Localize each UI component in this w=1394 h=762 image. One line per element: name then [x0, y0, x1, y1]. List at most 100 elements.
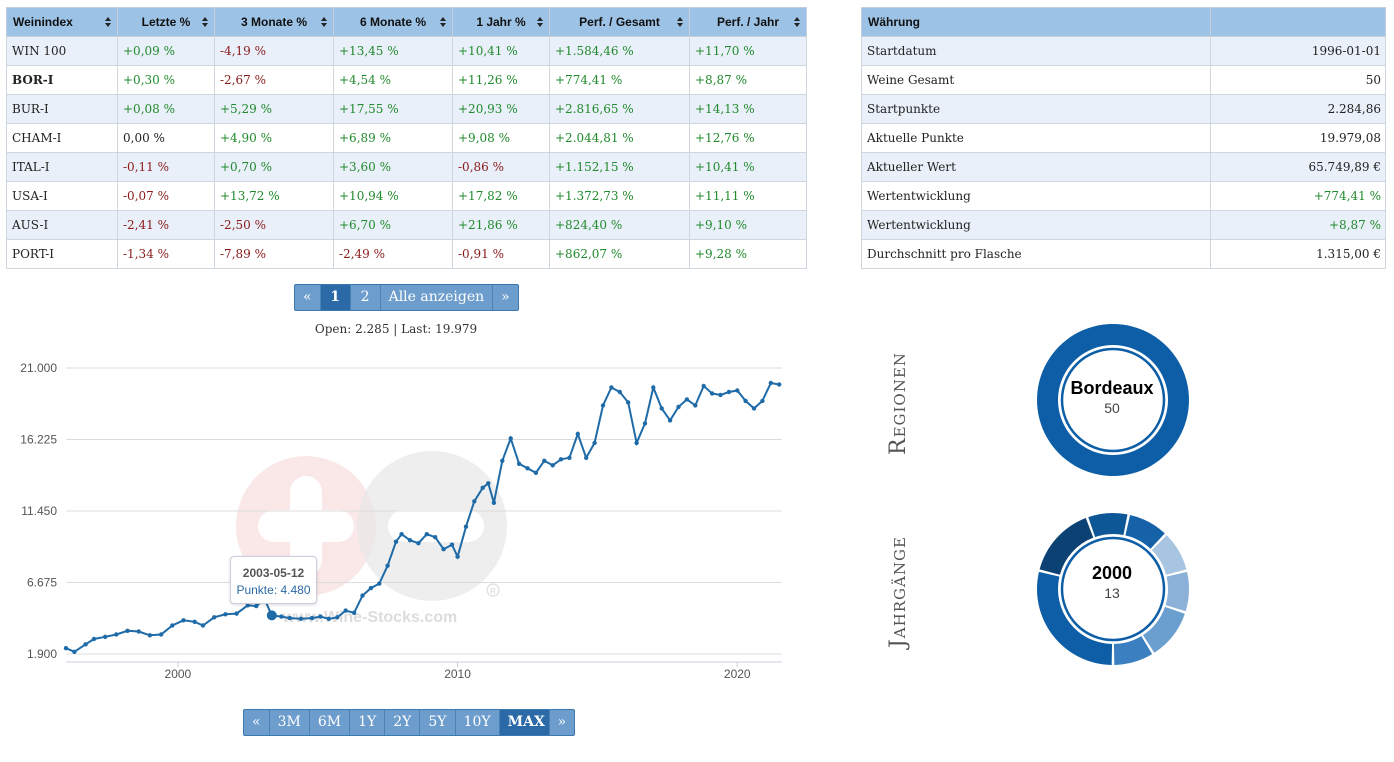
data-point[interactable]: [103, 634, 108, 639]
data-point[interactable]: [192, 619, 197, 624]
data-point[interactable]: [449, 542, 455, 547]
pager-page-1[interactable]: 1: [320, 285, 351, 310]
data-point[interactable]: [147, 633, 153, 638]
data-point[interactable]: [114, 632, 119, 637]
column-header[interactable]: 1 Jahr %: [452, 7, 550, 37]
index-name[interactable]: BUR-I: [6, 94, 118, 124]
table-row[interactable]: WIN 100 +0,09 % -4,19 % +13,45 % +10,41 % +1.…: [6, 36, 807, 66]
data-point[interactable]: [558, 457, 564, 462]
data-point[interactable]: [399, 532, 404, 537]
data-point[interactable]: [279, 614, 284, 619]
index-name[interactable]: BOR-I: [6, 65, 118, 95]
column-header[interactable]: 3 Monate %: [214, 7, 334, 37]
data-point[interactable]: [542, 458, 547, 463]
data-point[interactable]: [309, 615, 315, 621]
data-point[interactable]: [701, 383, 706, 389]
data-point[interactable]: [584, 455, 589, 460]
data-point[interactable]: [377, 581, 382, 586]
data-point[interactable]: [575, 431, 580, 437]
data-point[interactable]: [626, 400, 631, 405]
column-header[interactable]: Perf. / Gesamt: [549, 7, 690, 37]
pager-next[interactable]: »: [501, 289, 510, 305]
data-point[interactable]: [158, 632, 164, 637]
vintages-donut[interactable]: [1035, 511, 1191, 667]
index-name[interactable]: PORT-I: [6, 239, 118, 269]
index-name[interactable]: WIN 100: [6, 36, 118, 66]
data-point[interactable]: [600, 403, 606, 408]
data-point[interactable]: [525, 466, 530, 471]
data-point[interactable]: [486, 481, 491, 486]
data-point[interactable]: [181, 618, 186, 623]
column-header[interactable]: Weinindex: [6, 7, 118, 37]
data-point[interactable]: [751, 406, 757, 411]
data-point[interactable]: [634, 440, 639, 446]
data-point[interactable]: [491, 500, 497, 505]
vintages-segment[interactable]: [1113, 636, 1153, 665]
data-point[interactable]: [592, 440, 597, 446]
data-point[interactable]: [254, 603, 259, 609]
data-point[interactable]: [743, 398, 748, 404]
column-header[interactable]: Letzte %: [117, 7, 215, 37]
data-point[interactable]: [83, 642, 88, 647]
table-row[interactable]: PORT-I -1,34 % -7,89 % -2,49 % -0,91 % +862,0…: [6, 239, 807, 269]
range-3m[interactable]: 3M: [270, 710, 310, 735]
data-point[interactable]: [234, 611, 239, 616]
data-point[interactable]: [667, 418, 673, 423]
index-name[interactable]: USA-I: [6, 181, 118, 211]
data-point[interactable]: [617, 389, 622, 395]
data-point[interactable]: [659, 406, 664, 411]
vintages-segment[interactable]: [1039, 518, 1094, 575]
data-point[interactable]: [455, 554, 460, 559]
data-point[interactable]: [200, 623, 206, 628]
pager-prev[interactable]: «: [295, 285, 321, 310]
table-row[interactable]: BOR-I +0,30 % -2,67 % +4,54 % +11,26 % +774,4…: [6, 65, 807, 95]
data-point[interactable]: [360, 593, 365, 598]
table-row[interactable]: BUR-I +0,08 % +5,29 % +17,55 % +20,93 % +2.81…: [6, 94, 807, 124]
table-row[interactable]: AUS-I -2,41 % -2,50 % +6,70 % +21,86 % +824,4…: [6, 210, 807, 240]
range-5y[interactable]: 5Y: [420, 710, 456, 735]
data-point[interactable]: [136, 629, 141, 634]
pager-page-2[interactable]: 2: [351, 285, 381, 310]
data-point[interactable]: [287, 615, 292, 621]
data-point[interactable]: [709, 391, 715, 396]
pager-show-all[interactable]: Alle anzeigen: [381, 285, 494, 310]
data-point[interactable]: [72, 649, 77, 654]
data-point[interactable]: [223, 612, 228, 617]
performance-chart[interactable]: R www.Wine-Stocks.com 21.000 16.225 11.450…: [0, 350, 800, 690]
data-point[interactable]: [735, 388, 740, 393]
data-point[interactable]: [393, 539, 399, 544]
data-point[interactable]: [298, 616, 304, 621]
vintages-segment[interactable]: [1125, 514, 1165, 549]
data-point[interactable]: [424, 532, 429, 537]
data-point[interactable]: [609, 385, 614, 390]
data-point[interactable]: [693, 403, 698, 408]
data-point[interactable]: [433, 535, 438, 540]
data-point[interactable]: [768, 380, 773, 386]
table-row[interactable]: CHAM-I 0,00 % +4,90 % +6,89 % +9,08 % +2.044,…: [6, 123, 807, 153]
data-point[interactable]: [212, 615, 217, 620]
index-name[interactable]: CHAM-I: [6, 123, 118, 153]
table-row[interactable]: ITAL-I -0,11 % +0,70 % +3,60 % -0,86 % +1.152…: [6, 152, 807, 182]
data-point[interactable]: [533, 470, 539, 475]
range-prev[interactable]: «: [244, 710, 270, 735]
data-point[interactable]: [567, 455, 572, 460]
data-point[interactable]: [508, 436, 513, 441]
range-6m[interactable]: 6M: [310, 710, 351, 735]
range-1y[interactable]: 1Y: [350, 710, 386, 735]
vintages-segment[interactable]: [1165, 571, 1189, 612]
data-point[interactable]: [335, 615, 340, 620]
data-point[interactable]: [91, 636, 97, 642]
highlighted-point[interactable]: [266, 610, 277, 621]
vintages-segment[interactable]: [1151, 535, 1187, 575]
data-point[interactable]: [318, 614, 323, 619]
column-header[interactable]: Perf. / Jahr: [689, 7, 807, 37]
data-point[interactable]: [170, 623, 175, 628]
range-next[interactable]: »: [557, 714, 567, 730]
data-point[interactable]: [676, 404, 681, 410]
data-point[interactable]: [651, 385, 656, 390]
data-point[interactable]: [245, 603, 250, 608]
data-point[interactable]: [463, 524, 469, 529]
data-point[interactable]: [385, 563, 390, 568]
index-name[interactable]: AUS-I: [6, 210, 118, 240]
table-row[interactable]: USA-I -0,07 % +13,72 % +10,94 % +17,82 % +1.3…: [6, 181, 807, 211]
